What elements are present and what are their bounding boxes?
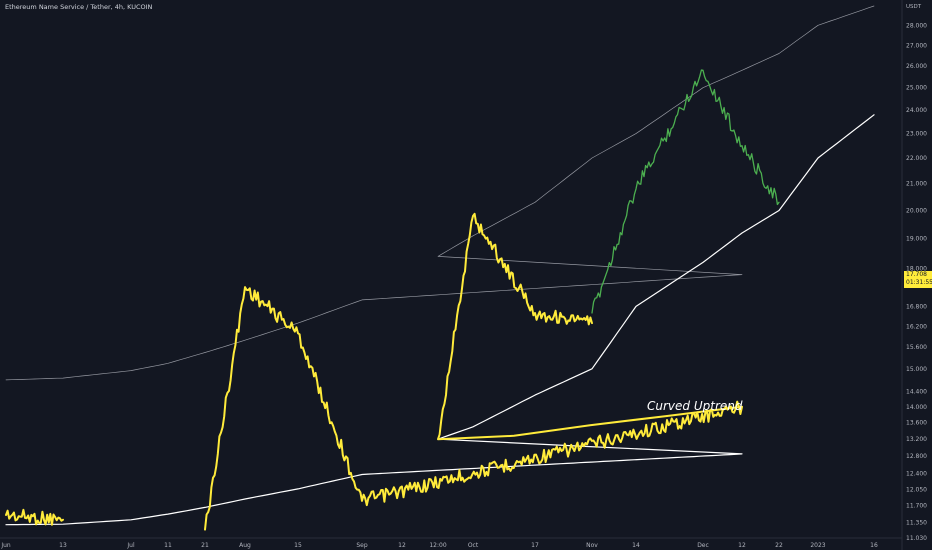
x-tick-label-8: 12 bbox=[398, 542, 406, 549]
symbol-title[interactable]: Ethereum Name Service / Tether, 4h, KUCO… bbox=[5, 3, 153, 11]
y-tick-label-9: 19.000 bbox=[906, 236, 927, 243]
x-tick-label-5: Aug bbox=[239, 542, 251, 549]
x-tick-label-6: 15 bbox=[294, 542, 302, 549]
x-tick-label-2: Jul bbox=[126, 542, 135, 549]
x-tick-label-14: Dec bbox=[697, 542, 709, 549]
y-tick-label-12: 16.200 bbox=[906, 323, 927, 330]
price-series-green bbox=[591, 69, 780, 314]
y-tick-label-4: 24.000 bbox=[906, 107, 927, 114]
y-tick-label-3: 25.000 bbox=[906, 85, 927, 92]
x-tick-label-3: 11 bbox=[164, 542, 172, 549]
series-line-2 bbox=[5, 114, 875, 526]
y-tick-label-0: 28.000 bbox=[906, 22, 927, 29]
x-tick-label-13: 14 bbox=[632, 542, 640, 549]
y-tick-label-1: 27.000 bbox=[906, 42, 927, 49]
x-tick-label-0: Jun bbox=[0, 542, 11, 549]
series-line-0 bbox=[5, 212, 743, 531]
x-tick-label-16: 22 bbox=[775, 542, 783, 549]
bar-countdown: 01:31:55 bbox=[906, 279, 932, 286]
last-price-value: 17.708 bbox=[906, 271, 927, 278]
x-tick-label-7: Sep bbox=[356, 542, 368, 549]
y-tick-label-18: 13.200 bbox=[906, 436, 927, 443]
x-tick-label-15: 12 bbox=[738, 542, 746, 549]
time-axis[interactable]: Jun 13 Jul 11 21 Aug 15 Sep 12 12:00 Oct 17 Nov 14 Dec… bbox=[0, 542, 878, 549]
y-tick-label-2: 26.000 bbox=[906, 63, 927, 70]
x-tick-label-10: Oct bbox=[468, 542, 479, 549]
lower-curved-trendline[interactable] bbox=[5, 114, 875, 526]
y-tick-label-24: 11.030 bbox=[906, 535, 927, 542]
price-axis[interactable]: 28.000 27.000 26.000 25.000 24.000 23.000 22.0… bbox=[906, 22, 927, 542]
x-tick-label-12: Nov bbox=[586, 542, 598, 549]
x-tick-label-17: 2023 bbox=[810, 542, 825, 549]
series-line-3 bbox=[5, 5, 875, 381]
y-tick-label-16: 14.000 bbox=[906, 404, 927, 411]
y-tick-label-15: 14.400 bbox=[906, 388, 927, 395]
currency-unit-label: USDT bbox=[906, 4, 922, 10]
series-line-1 bbox=[591, 69, 780, 314]
y-tick-label-21: 12.050 bbox=[906, 486, 927, 493]
y-tick-label-5: 23.000 bbox=[906, 131, 927, 138]
y-tick-label-23: 11.350 bbox=[906, 519, 927, 526]
y-tick-label-17: 13.600 bbox=[906, 420, 927, 427]
y-tick-label-11: 16.800 bbox=[906, 303, 927, 310]
y-tick-label-14: 15.000 bbox=[906, 366, 927, 373]
x-tick-label-1: 13 bbox=[59, 542, 67, 549]
y-tick-label-19: 12.800 bbox=[906, 453, 927, 460]
y-tick-label-10: 18.000 bbox=[906, 265, 927, 272]
y-tick-label-20: 12.400 bbox=[906, 471, 927, 478]
upper-curved-trendline[interactable] bbox=[5, 5, 875, 381]
price-series-yellow bbox=[5, 212, 743, 531]
annotation-curved-uptrend[interactable]: Curved Uptrend bbox=[647, 399, 743, 413]
y-tick-label-22: 11.700 bbox=[906, 503, 927, 510]
x-tick-label-18: 16 bbox=[870, 542, 878, 549]
y-tick-label-13: 15.600 bbox=[906, 344, 927, 351]
x-tick-label-9: 12:00 bbox=[429, 542, 446, 549]
x-tick-label-11: 17 bbox=[531, 542, 539, 549]
y-tick-label-6: 22.000 bbox=[906, 155, 927, 162]
y-tick-label-7: 21.000 bbox=[906, 181, 927, 188]
x-tick-label-4: 21 bbox=[201, 542, 209, 549]
y-tick-label-8: 20.000 bbox=[906, 207, 927, 214]
last-price-tag: 17.708 01:31:55 bbox=[904, 271, 932, 288]
